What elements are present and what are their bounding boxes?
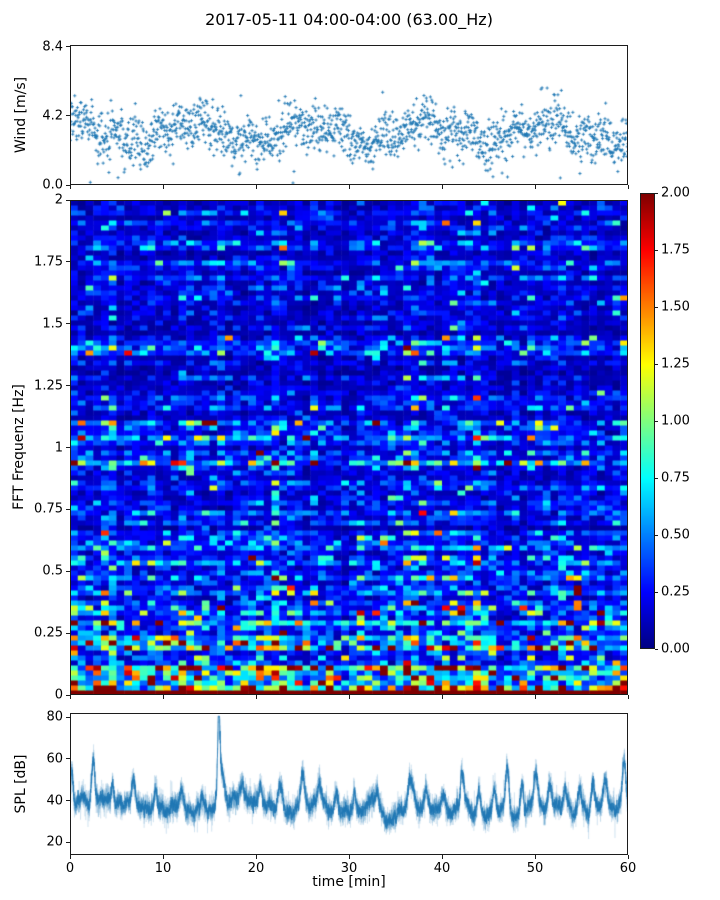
tick-mark <box>162 855 164 859</box>
tick-mark <box>66 46 70 48</box>
x-tick-label: 20 <box>247 861 265 876</box>
tick-mark <box>66 570 70 572</box>
tick-mark <box>69 855 71 859</box>
y-tick-label: 20 <box>46 834 63 850</box>
y-tick-label: 0.5 <box>42 563 63 579</box>
tick-mark <box>655 648 658 650</box>
tick-mark <box>66 508 70 510</box>
tick-mark <box>66 632 70 634</box>
tick-mark <box>534 695 536 699</box>
tick-mark <box>348 185 350 189</box>
y-tick-label: 60 <box>46 751 63 767</box>
tick-mark <box>441 855 443 859</box>
tick-mark <box>348 855 350 859</box>
y-tick-label: 0.25 <box>34 625 63 641</box>
tick-mark <box>655 420 658 422</box>
spl-ylabel: SPL [dB] <box>13 754 29 814</box>
tick-mark <box>655 306 658 308</box>
colorbar-tick-label: 1.25 <box>661 356 690 372</box>
colorbar-tick-label: 0.00 <box>661 641 690 657</box>
tick-mark <box>66 323 70 325</box>
tick-mark <box>627 695 629 699</box>
tick-mark <box>66 841 70 843</box>
y-tick-label: 2 <box>54 192 63 208</box>
colorbar-frame <box>640 193 655 649</box>
tick-mark <box>655 534 658 536</box>
spl-axes-frame <box>70 713 628 855</box>
tick-mark <box>66 694 70 696</box>
colorbar-tick-label: 1.50 <box>661 299 690 315</box>
figure-title: 2017-05-11 04:00-04:00 (63.00_Hz) <box>205 10 493 29</box>
wind-ylabel: Wind [m/s] <box>13 76 29 154</box>
tick-mark <box>255 185 257 189</box>
y-tick-label: 1.75 <box>34 254 63 270</box>
y-tick-label: 1 <box>54 440 63 455</box>
tick-mark <box>162 695 164 699</box>
colorbar-tick-label: 1.00 <box>661 413 690 429</box>
tick-mark <box>66 716 70 718</box>
tick-mark <box>162 185 164 189</box>
spl-canvas <box>70 713 628 855</box>
colorbar-tick-label: 2.00 <box>661 185 690 201</box>
tick-mark <box>441 695 443 699</box>
colorbar-tick-label: 0.50 <box>661 527 690 543</box>
y-tick-label: 1.25 <box>34 378 63 394</box>
tick-mark <box>66 800 70 802</box>
tick-mark <box>655 591 658 593</box>
tick-mark <box>655 249 658 251</box>
spectrogram-canvas <box>70 200 628 695</box>
colorbar-tick-label: 0.25 <box>661 584 690 600</box>
y-tick-label: 1.5 <box>42 316 63 332</box>
tick-mark <box>66 115 70 117</box>
colorbar-canvas <box>640 193 655 649</box>
tick-mark <box>655 363 658 365</box>
tick-mark <box>66 199 70 201</box>
y-tick-label: 4.2 <box>42 108 63 124</box>
tick-mark <box>66 385 70 387</box>
x-tick-label: 0 <box>65 861 75 876</box>
y-tick-label: 0.0 <box>42 177 63 193</box>
x-tick-label: 10 <box>154 861 172 876</box>
tick-mark <box>655 477 658 479</box>
spectrogram-ylabel: FFT Frequenz [Hz] <box>11 384 27 510</box>
y-tick-label: 8.4 <box>42 39 63 55</box>
x-tick-label: 30 <box>340 861 358 876</box>
wind-axes-frame <box>70 45 628 185</box>
x-tick-label: 40 <box>433 861 451 876</box>
tick-mark <box>66 758 70 760</box>
tick-mark <box>66 261 70 263</box>
wind-scatter-canvas <box>70 45 628 185</box>
tick-mark <box>69 695 71 699</box>
colorbar-tick-label: 1.75 <box>661 242 690 258</box>
spectrogram-axes-frame <box>70 200 628 695</box>
y-tick-label: 0.75 <box>34 501 63 517</box>
x-tick-label: 50 <box>526 861 544 876</box>
tick-mark <box>534 855 536 859</box>
tick-mark <box>441 185 443 189</box>
y-tick-label: 0 <box>54 687 63 703</box>
tick-mark <box>66 184 70 186</box>
x-tick-label: 60 <box>619 861 637 876</box>
tick-mark <box>69 185 71 189</box>
time-xlabel: time [min] <box>312 874 386 890</box>
tick-mark <box>255 695 257 699</box>
tick-mark <box>627 185 629 189</box>
tick-mark <box>534 185 536 189</box>
tick-mark <box>627 855 629 859</box>
colorbar-tick-label: 0.75 <box>661 470 690 486</box>
tick-mark <box>655 192 658 194</box>
tick-mark <box>255 855 257 859</box>
y-tick-label: 80 <box>46 709 63 725</box>
tick-mark <box>348 695 350 699</box>
tick-mark <box>66 447 70 448</box>
y-tick-label: 40 <box>46 793 63 809</box>
